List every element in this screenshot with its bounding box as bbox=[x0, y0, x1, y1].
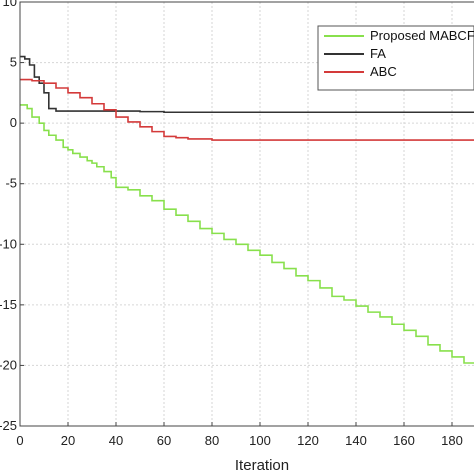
y-tick-label: 0 bbox=[10, 115, 17, 130]
x-tick-label: 0 bbox=[16, 433, 23, 448]
x-tick-label: 180 bbox=[441, 433, 463, 448]
x-axis-ticks: 0 20 40 60 80 100 120 140 160 180 bbox=[16, 422, 463, 448]
legend-label: ABC bbox=[370, 64, 397, 79]
series-lines bbox=[20, 55, 474, 364]
x-tick-label: 20 bbox=[61, 433, 75, 448]
x-tick-label: 60 bbox=[157, 433, 171, 448]
x-axis-label: Iteration bbox=[235, 457, 289, 474]
x-tick-label: 120 bbox=[297, 433, 319, 448]
y-tick-label: -5 bbox=[5, 176, 17, 191]
series-line-1 bbox=[20, 104, 474, 364]
legend: Proposed MABCF FA ABC bbox=[317, 25, 474, 91]
y-tick-label: 5 bbox=[10, 55, 17, 70]
y-tick-label: -10 bbox=[0, 236, 17, 251]
y-tick-label: -25 bbox=[0, 418, 17, 433]
x-tick-label: 160 bbox=[393, 433, 415, 448]
x-tick-label: 80 bbox=[205, 433, 219, 448]
x-tick-label: 140 bbox=[345, 433, 367, 448]
y-tick-label: -15 bbox=[0, 297, 17, 312]
series-line-3 bbox=[20, 78, 474, 141]
y-tick-label: -20 bbox=[0, 357, 17, 372]
y-tick-label: 10 bbox=[3, 0, 17, 9]
legend-label: FA bbox=[370, 46, 386, 61]
y-axis-ticks: 10 5 0 -5 -10 -15 -20 -25 bbox=[0, 0, 24, 433]
x-tick-label: 40 bbox=[109, 433, 123, 448]
x-tick-label: 100 bbox=[249, 433, 271, 448]
legend-label: Proposed MABCF bbox=[370, 28, 474, 43]
plot-frame bbox=[19, 1, 474, 427]
series-line-2 bbox=[20, 55, 474, 114]
